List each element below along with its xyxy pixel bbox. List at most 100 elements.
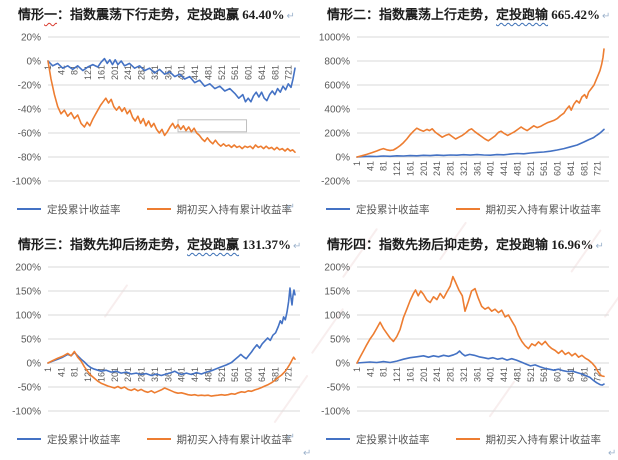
chart-legend: 定投累计收益率 期初买入持有累计收益率 bbox=[309, 201, 618, 217]
x-axis-tick-label: 601 bbox=[553, 367, 563, 382]
y-axis-tick-label: 100% bbox=[324, 311, 350, 322]
legend-item: 定投累计收益率 bbox=[326, 202, 430, 217]
title-segment: 情形四：指数先扬后抑走势，定投跑输 16.96% bbox=[327, 237, 594, 252]
x-axis-tick-label: 241 bbox=[123, 65, 133, 80]
x-axis-tick-label: 81 bbox=[70, 367, 80, 377]
x-axis-tick: 161 bbox=[405, 161, 415, 176]
x-axis-tick: 641 bbox=[566, 367, 576, 382]
x-axis-tick-label: 561 bbox=[230, 367, 240, 382]
series-line-blue bbox=[47, 287, 296, 377]
x-axis-tick: 81 bbox=[379, 161, 389, 171]
x-axis-tick-label: 641 bbox=[566, 367, 576, 382]
x-axis-tick-label: 481 bbox=[203, 367, 213, 382]
x-axis-tick: 1 bbox=[352, 367, 362, 372]
x-axis-tick: 601 bbox=[244, 65, 254, 80]
paragraph-mark: ↵ bbox=[608, 448, 617, 459]
x-axis-tick: 41 bbox=[365, 367, 375, 377]
x-axis-tick: 321 bbox=[459, 161, 469, 176]
x-axis-tick: 601 bbox=[244, 367, 254, 382]
title-segment: 一 bbox=[44, 7, 58, 22]
x-axis-tick: 1 bbox=[352, 161, 362, 166]
legend-swatch-line bbox=[455, 438, 480, 440]
x-axis-tick: 481 bbox=[512, 161, 522, 176]
x-axis-tick: 481 bbox=[203, 367, 213, 382]
x-axis-tick: 521 bbox=[217, 65, 227, 80]
x-axis-tick: 481 bbox=[203, 65, 213, 80]
x-axis-tick-label: 681 bbox=[579, 161, 589, 176]
x-axis-tick-label: 241 bbox=[432, 367, 442, 382]
x-axis-tick: 401 bbox=[486, 161, 496, 176]
x-axis-tick-label: 121 bbox=[392, 367, 402, 382]
x-axis-tick-label: 441 bbox=[499, 161, 509, 176]
x-axis-tick-label: 41 bbox=[365, 161, 375, 171]
chart-legend: 定投累计收益率 期初买入持有累计收益率 bbox=[309, 431, 618, 447]
x-axis-tick: 121 bbox=[392, 367, 402, 382]
x-axis-tick-label: 401 bbox=[486, 367, 496, 382]
x-axis-tick: 681 bbox=[270, 367, 280, 382]
x-axis-tick-label: 441 bbox=[190, 367, 200, 382]
x-axis-tick-label: 481 bbox=[512, 161, 522, 176]
x-axis-tick: 521 bbox=[217, 367, 227, 382]
y-axis-tick-label: 1000% bbox=[319, 33, 350, 44]
legend-swatch-line bbox=[146, 438, 171, 440]
x-axis-tick: 281 bbox=[446, 367, 456, 382]
y-axis-tick-label: 0% bbox=[27, 359, 42, 370]
x-axis-tick-label: 721 bbox=[284, 367, 294, 382]
x-axis-tick-label: 1 bbox=[352, 367, 362, 372]
x-axis-tick: 81 bbox=[70, 367, 80, 377]
legend-swatch-line bbox=[455, 208, 480, 210]
x-axis-tick: 721 bbox=[593, 367, 603, 382]
title-segment: 定投跑赢 bbox=[187, 237, 240, 252]
title-segment: 情形三：指数先抑后扬走势， bbox=[18, 237, 188, 252]
x-axis-tick-label: 441 bbox=[499, 367, 509, 382]
x-axis-tick: 561 bbox=[539, 161, 549, 176]
y-axis-tick-label: -100% bbox=[12, 407, 41, 418]
x-axis-tick-label: 561 bbox=[539, 367, 549, 382]
paragraph-mark: ↵ bbox=[293, 241, 302, 252]
x-axis-tick: 361 bbox=[472, 367, 482, 382]
title-segment: 情形 bbox=[18, 7, 45, 22]
y-axis-tick-label: 150% bbox=[324, 287, 350, 298]
legend-swatch-line bbox=[326, 208, 350, 210]
x-axis-tick-label: 201 bbox=[419, 161, 429, 176]
chart-title: 情形一：指数震荡下行走势，定投跑赢 64.40% ↵ bbox=[0, 5, 309, 27]
x-axis-tick-label: 641 bbox=[566, 161, 576, 176]
y-axis-tick-label: 200% bbox=[324, 263, 350, 274]
title-segment: 665.42% bbox=[548, 7, 601, 22]
y-axis-tick-label: -200% bbox=[321, 177, 350, 188]
paragraph-mark: ↵ bbox=[286, 202, 295, 213]
x-axis-tick-label: 641 bbox=[257, 367, 267, 382]
x-axis-tick: 721 bbox=[593, 161, 603, 176]
paragraph-mark: ↵ bbox=[286, 432, 295, 443]
x-axis-tick: 121 bbox=[83, 367, 93, 382]
x-axis-tick-label: 121 bbox=[83, 65, 93, 80]
y-axis-tick-label: 800% bbox=[324, 57, 350, 68]
series-line-orange bbox=[47, 350, 296, 397]
x-axis-tick-label: 81 bbox=[379, 367, 389, 377]
line-chart: 1000% 800% 600% 400% 200% 0% -200% 1 41 81 121 161 2… bbox=[319, 33, 609, 188]
y-axis-tick-label: 200% bbox=[324, 129, 350, 140]
chart-title: 情形三：指数先抑后扬走势，定投跑赢 131.37% ↵ bbox=[0, 235, 309, 257]
legend-label: 期初买入持有累计收益率 bbox=[176, 433, 293, 446]
x-axis-tick-label: 521 bbox=[526, 367, 536, 382]
legend-item: 定投累计收益率 bbox=[17, 202, 121, 217]
x-axis-tick-label: 121 bbox=[83, 367, 93, 382]
x-axis-tick: 521 bbox=[526, 161, 536, 176]
x-axis-tick-label: 681 bbox=[270, 65, 280, 80]
x-axis-tick-label: 81 bbox=[379, 161, 389, 171]
chart-card-scenario-1: 情形一：指数震荡下行走势，定投跑赢 64.40% ↵ 20% 0% -20% -40% -… bbox=[0, 0, 309, 230]
x-axis-tick: 1 bbox=[43, 65, 53, 70]
x-axis-tick: 481 bbox=[512, 367, 522, 382]
x-axis-tick-label: 521 bbox=[217, 65, 227, 80]
x-axis-tick-label: 201 bbox=[110, 367, 120, 382]
x-axis-tick-label: 41 bbox=[365, 367, 375, 377]
x-axis-tick-label: 281 bbox=[446, 367, 456, 382]
y-axis-tick-label: -100% bbox=[12, 177, 41, 188]
series-line-orange bbox=[47, 60, 296, 153]
x-axis-tick-label: 161 bbox=[405, 161, 415, 176]
y-axis-tick-label: 100% bbox=[15, 311, 41, 322]
x-axis-tick-label: 41 bbox=[56, 367, 66, 377]
x-axis-tick: 121 bbox=[83, 65, 93, 80]
y-axis-tick-label: -100% bbox=[321, 407, 350, 418]
series-line-blue bbox=[356, 128, 605, 158]
